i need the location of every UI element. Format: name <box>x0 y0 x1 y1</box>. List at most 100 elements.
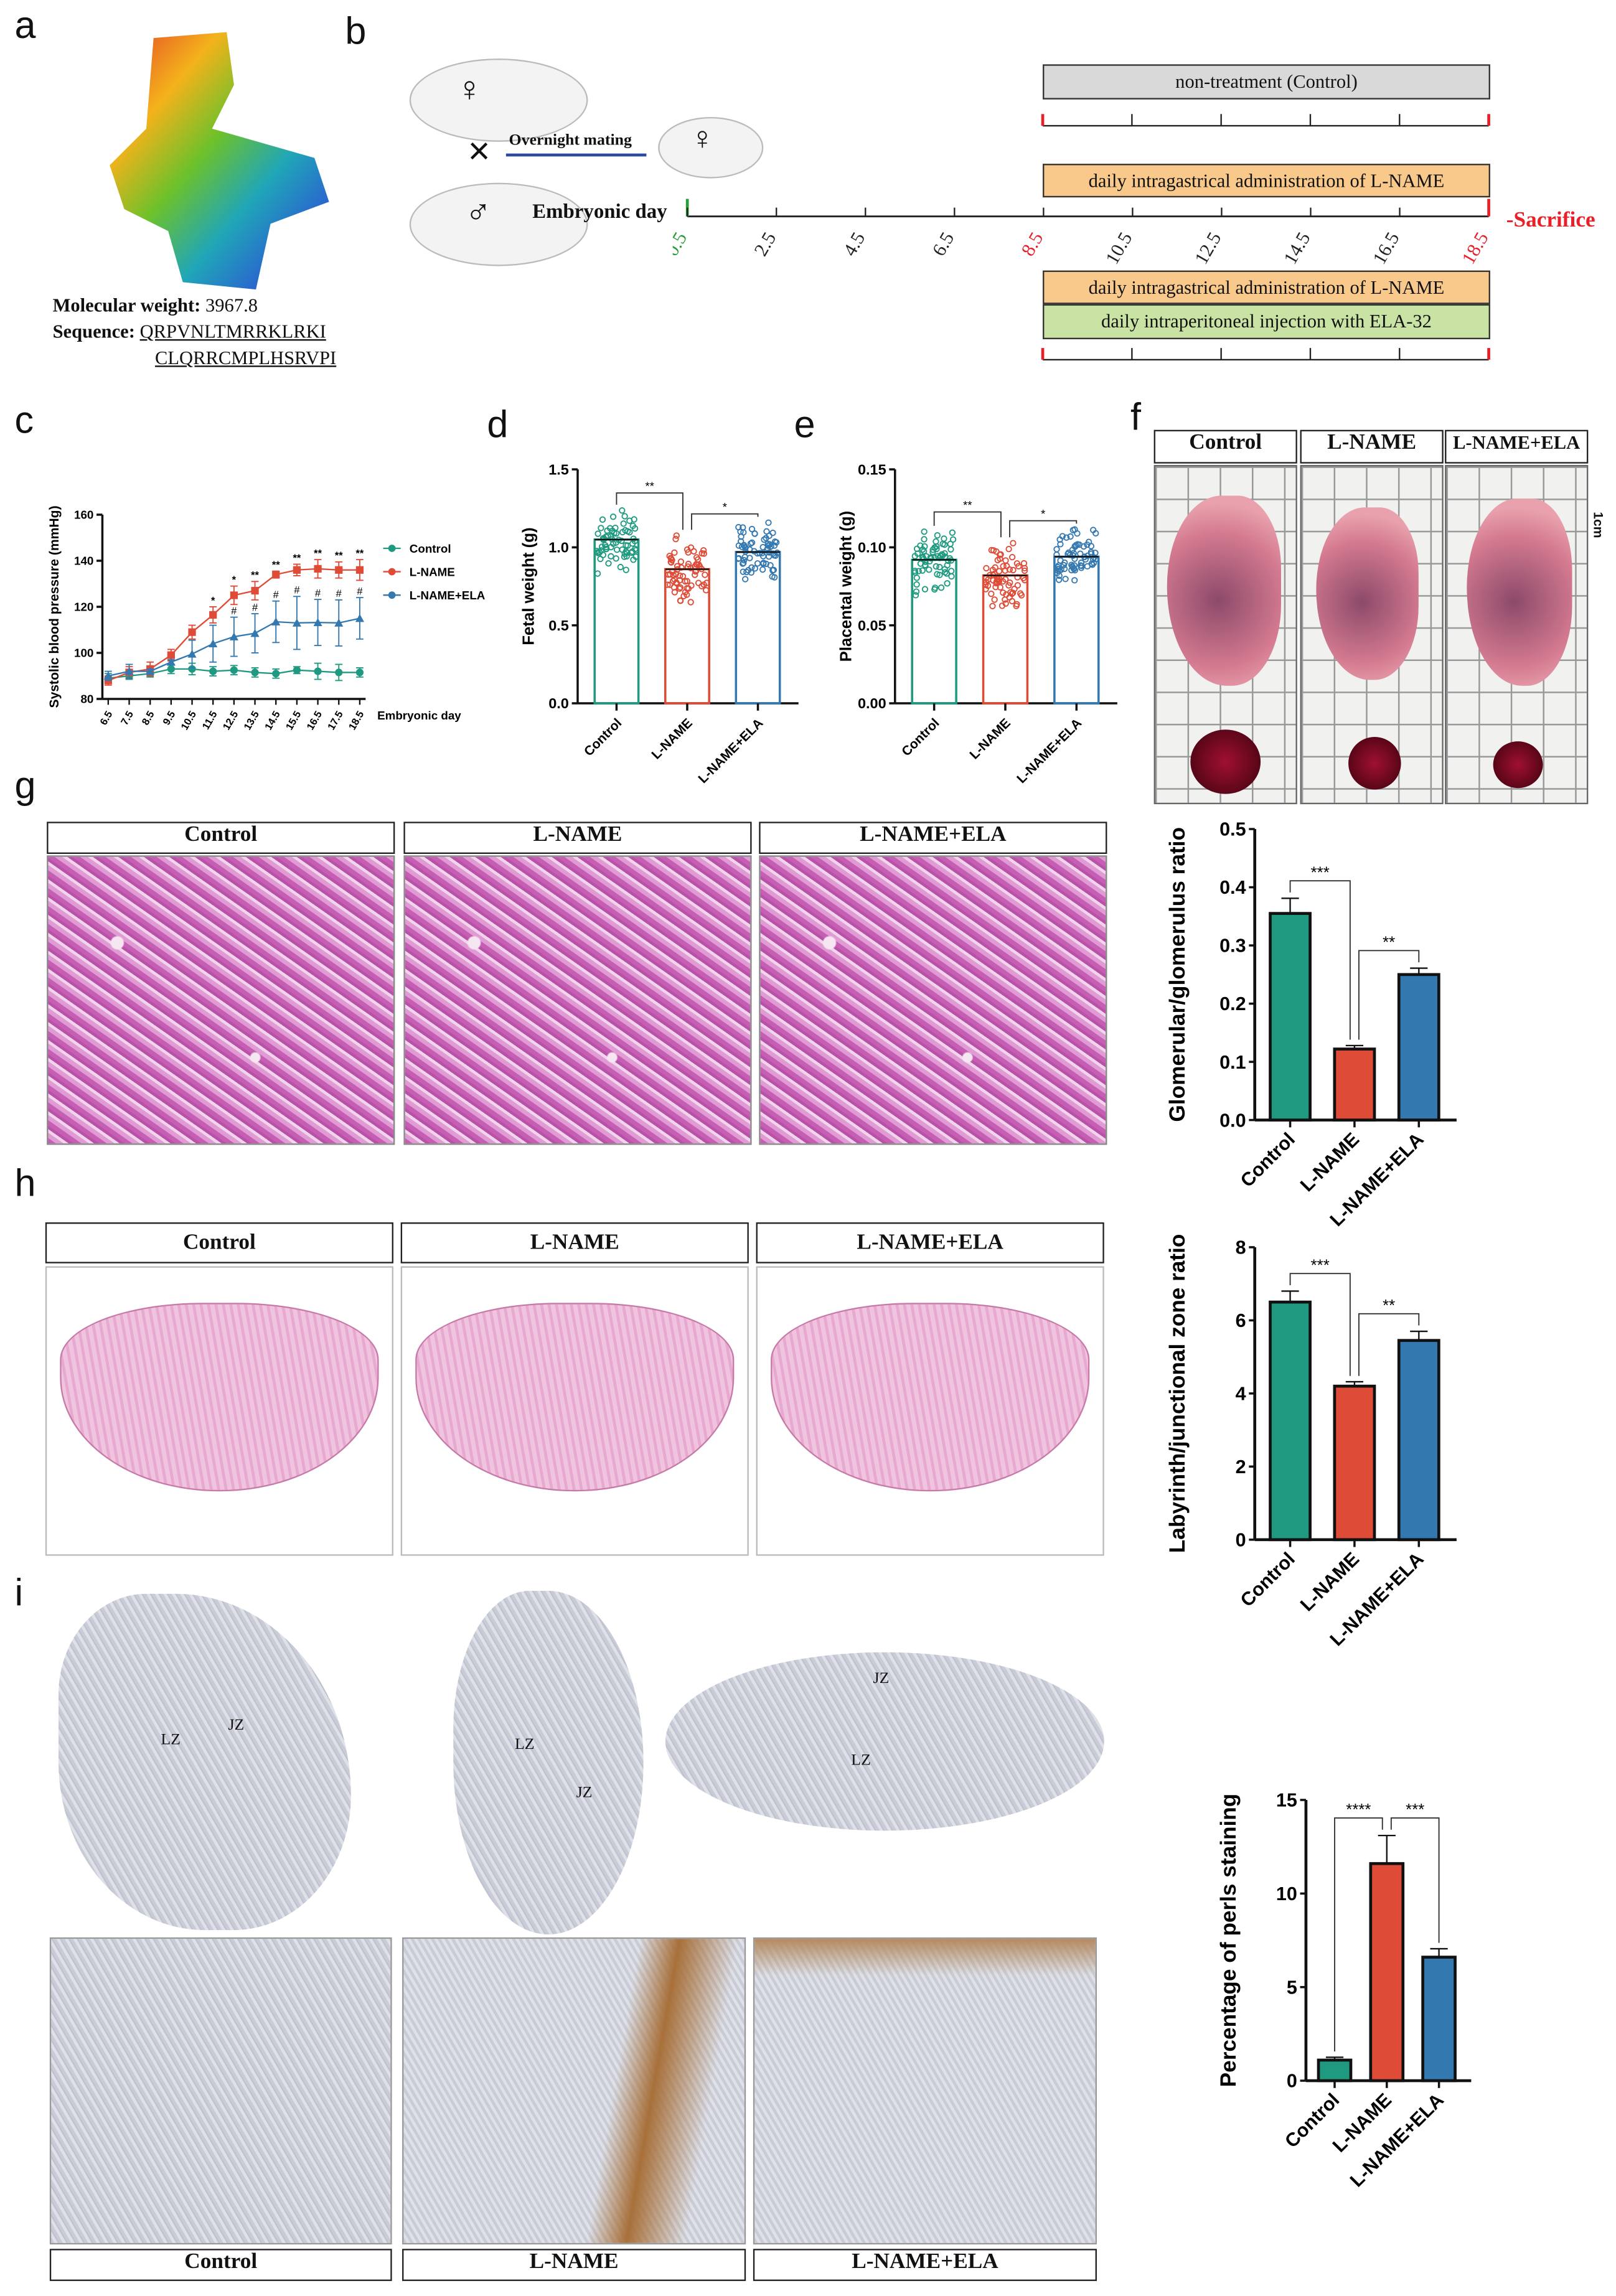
scatter-point <box>1061 565 1068 573</box>
scatter-point <box>913 581 920 588</box>
significance-bracket <box>616 492 684 530</box>
header-h-ela: L-NAME+ELA <box>756 1222 1104 1263</box>
scatter-point <box>931 584 939 591</box>
perls-zoom-lname <box>402 1937 746 2245</box>
scatter-point <box>740 524 746 531</box>
scatter-point <box>742 544 749 551</box>
scatter-point <box>1062 576 1069 583</box>
scale-bar-label: 1cm <box>1591 512 1606 538</box>
scatter-point <box>677 597 684 604</box>
y-tick-label: 2 <box>1236 1456 1246 1478</box>
x-tick-label: 15.5 <box>284 709 304 732</box>
scatter-point <box>598 525 604 532</box>
data-point <box>229 632 238 640</box>
data-point <box>251 586 259 595</box>
scatter-point <box>680 593 687 599</box>
y-tick-label: 4 <box>1236 1384 1246 1405</box>
scatter-point <box>759 566 766 573</box>
scatter-point <box>682 578 688 585</box>
panel-label-c: c <box>14 398 34 442</box>
scatter-point <box>995 578 1003 585</box>
data-point <box>314 565 322 573</box>
x-tick-label: L-NAME <box>1296 1549 1363 1616</box>
scatter-point <box>629 522 636 530</box>
scatter-point <box>997 584 1004 591</box>
header-g-ela: L-NAME+ELA <box>759 822 1107 854</box>
panel-label-a: a <box>14 2 36 47</box>
scatter-point <box>1002 557 1009 564</box>
data-point <box>146 667 155 675</box>
x-tick-label: Control <box>899 716 942 759</box>
data-point <box>272 571 280 579</box>
scatter-point <box>1069 552 1076 559</box>
scatter-point <box>748 525 756 533</box>
scatter-point <box>751 530 758 537</box>
data-point <box>334 618 344 627</box>
scatter-point <box>1056 536 1063 543</box>
scatter-point <box>618 537 625 545</box>
y-tick-label: 0.5 <box>1219 819 1246 840</box>
scatter-point <box>941 566 948 573</box>
data-point <box>272 670 280 678</box>
header-h-lname: L-NAME <box>400 1222 749 1263</box>
scatter-point <box>688 582 695 589</box>
scatter-point <box>599 516 606 523</box>
scatter-point <box>695 579 702 586</box>
male-symbol: ♂ <box>465 193 492 233</box>
scatter-point <box>703 587 710 594</box>
scatter-point <box>947 546 954 553</box>
scatter-point <box>599 551 607 558</box>
data-point <box>209 667 217 675</box>
significance-mark: # <box>231 606 237 617</box>
y-tick-label: 0.15 <box>858 461 886 477</box>
y-tick-label: 1.0 <box>548 540 569 556</box>
x-tick-label: L-NAME+ELA <box>1346 2089 1448 2191</box>
scatter-point <box>672 535 679 543</box>
significance-mark: # <box>336 588 342 599</box>
y-tick-label: 140 <box>74 555 93 568</box>
scatter-point <box>1063 534 1070 541</box>
x-tick-label: 12.5 <box>221 709 241 732</box>
bar <box>593 538 640 705</box>
significance-bracket <box>1289 1273 1351 1376</box>
y-tick-label: 0.10 <box>858 540 886 556</box>
significance-mark: # <box>357 586 363 597</box>
x-axis-label: Embryonic day <box>377 709 461 722</box>
scatter-point <box>921 548 928 555</box>
scatter-point <box>931 544 938 551</box>
data-point <box>167 651 175 659</box>
x-tick-label: 18.5 <box>347 709 367 732</box>
significance-mark: ** <box>293 553 301 564</box>
significance-bracket <box>691 513 759 530</box>
scatter-point <box>1013 602 1020 609</box>
scatter-point <box>759 550 766 556</box>
bar <box>1317 2058 1353 2083</box>
footer-i-lname: L-NAME <box>402 2249 746 2281</box>
mating-label: Overnight mating <box>509 131 632 149</box>
scatter-point <box>1010 589 1017 596</box>
data-point <box>188 665 196 673</box>
scatter-point <box>771 538 779 545</box>
data-point <box>209 639 218 648</box>
scatter-point <box>1010 566 1017 574</box>
significance-bracket <box>1390 1817 1440 1943</box>
x-tick-label: 13.5 <box>242 709 261 732</box>
data-point <box>293 666 301 674</box>
y-axis-label: Labyrinth/junctional zone ratio <box>1165 1234 1190 1553</box>
scatter-point <box>693 561 700 568</box>
scatter-point <box>1011 586 1018 593</box>
panel-label-d: d <box>487 402 509 446</box>
significance-mark: * <box>232 574 237 586</box>
y-tick-label: 1.5 <box>548 461 569 477</box>
scatter-point <box>1085 538 1092 545</box>
mating-illustration: ♀ ♂ × ♀ Overnight mating Embryonic day <box>365 44 764 285</box>
zone-label: JZ <box>576 1784 593 1802</box>
scatter-point <box>735 523 742 531</box>
scatter-point <box>664 581 671 588</box>
scatter-point <box>919 546 926 553</box>
scatter-point <box>911 553 918 560</box>
data-point <box>103 671 113 680</box>
data-point <box>188 628 196 636</box>
scatter-point <box>1005 582 1012 589</box>
